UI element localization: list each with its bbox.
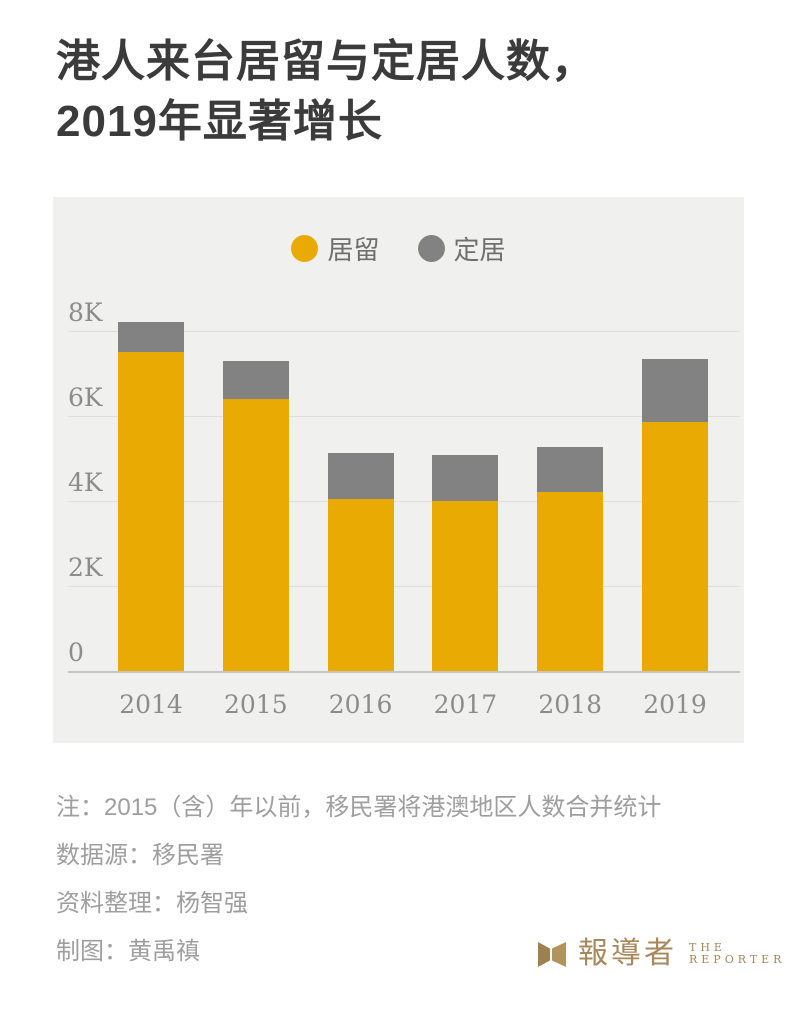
x-tick-label: 2017	[433, 690, 498, 719]
footnote-data-caveat: 注：2015（含）年以前，移民署将港澳地区人数合并统计	[56, 794, 662, 821]
gridline	[68, 586, 740, 587]
legend-label-settlement: 定居	[453, 235, 506, 265]
y-tick-label: 0	[68, 638, 84, 667]
reporter-logo-cjk: 報導者	[578, 936, 677, 971]
y-tick-label: 2K	[68, 553, 103, 582]
settlement-color-dot-icon	[417, 235, 445, 262]
footnote-data-source: 数据源：移民署	[56, 842, 224, 869]
y-tick-label: 4K	[68, 468, 103, 497]
reporter-bowtie-icon	[538, 941, 566, 967]
bar-residency-segment	[432, 501, 499, 671]
x-tick-label: 2016	[328, 690, 393, 719]
x-tick-label: 2015	[223, 690, 288, 719]
x-tick-label: 2014	[119, 690, 183, 719]
chart-panel: 居留 定居 8K 6K 4K 2K 0 2014 2015 2016 2017 2018 2019	[53, 197, 744, 743]
reporter-logo-en-line2: REPORTER	[689, 953, 786, 966]
y-tick-label: 6K	[68, 383, 103, 412]
bar-settlement-segment	[222, 361, 289, 399]
bar-settlement-segment	[432, 455, 499, 501]
bar-residency-segment	[327, 499, 394, 671]
x-tick-label: 2019	[643, 690, 707, 719]
bar-settlement-segment	[327, 453, 394, 499]
footnotes: 注：2015（含）年以前，移民署将港澳地区人数合并统计 数据源：移民署 资料整理…	[56, 795, 661, 987]
reporter-logo: 報導者 THE REPORTER	[538, 938, 785, 970]
gridline	[68, 331, 740, 332]
legend-item-residency: 居留	[291, 230, 380, 267]
chart-title-line2: 2019年显著增长	[56, 97, 383, 146]
x-tick-label: 2018	[538, 690, 602, 719]
footnote-graphic-author: 制图：黄禹禛	[56, 938, 200, 965]
x-axis-baseline	[68, 671, 740, 673]
legend-label-residency: 居留	[327, 235, 380, 265]
stacked-bar-plot: 8K 6K 4K 2K 0 2014 2015 2016 2017 2018 2019	[53, 197, 744, 743]
footnote-data-compiler: 资料整理：杨智强	[56, 890, 248, 917]
legend-item-settlement: 定居	[417, 230, 506, 267]
gridline	[68, 501, 740, 502]
bar-residency-segment	[118, 352, 184, 671]
y-tick-label: 8K	[68, 298, 103, 327]
chart-title: 港人来台居留与定居人数， 2019年显著增长	[56, 32, 596, 152]
bar-settlement-segment	[642, 359, 708, 422]
bar-residency-segment	[222, 399, 289, 671]
bar-residency-segment	[537, 492, 604, 671]
reporter-logo-en: THE REPORTER	[689, 942, 785, 966]
bar-settlement-segment	[118, 322, 184, 352]
reporter-logo-en-line1: THE	[689, 941, 726, 954]
chart-legend: 居留 定居	[53, 230, 744, 267]
gridline	[68, 416, 740, 417]
bar-settlement-segment	[537, 447, 604, 492]
bar-residency-segment	[642, 422, 708, 671]
chart-title-line1: 港人来台居留与定居人数，	[56, 37, 596, 86]
residency-color-dot-icon	[291, 235, 319, 262]
